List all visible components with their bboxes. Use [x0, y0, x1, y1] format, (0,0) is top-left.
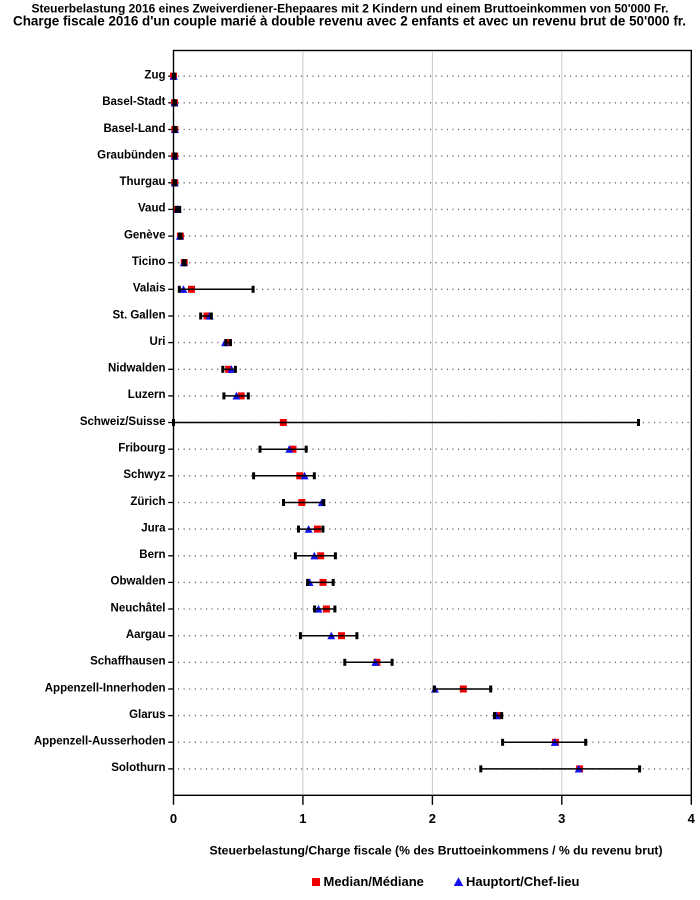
svg-text:Solothurn: Solothurn: [111, 762, 165, 774]
svg-text:3: 3: [558, 811, 565, 826]
svg-text:1: 1: [299, 811, 306, 826]
svg-text:0: 0: [170, 811, 177, 826]
svg-text:Jura: Jura: [141, 522, 166, 534]
svg-text:Basel-Stadt: Basel-Stadt: [102, 96, 165, 108]
svg-text:Luzern: Luzern: [128, 389, 166, 401]
svg-text:2: 2: [429, 811, 436, 826]
svg-text:Hauptort/Chef-lieu: Hauptort/Chef-lieu: [466, 874, 579, 889]
svg-text:Bern: Bern: [139, 549, 165, 561]
svg-text:Basel-Land: Basel-Land: [104, 123, 166, 135]
svg-text:Glarus: Glarus: [129, 709, 165, 721]
svg-text:Schweiz/Suisse: Schweiz/Suisse: [80, 416, 166, 428]
svg-text:Genève: Genève: [124, 229, 166, 241]
svg-text:Aargau: Aargau: [126, 629, 166, 641]
svg-text:Steuerbelastung/Charge fiscale: Steuerbelastung/Charge fiscale (% des Br…: [210, 844, 663, 858]
svg-text:Ticino: Ticino: [132, 256, 166, 268]
svg-text:Valais: Valais: [133, 283, 166, 295]
svg-text:Fribourg: Fribourg: [118, 443, 165, 455]
svg-text:Steuerbelastung 2016 eines Zwe: Steuerbelastung 2016 eines Zweiverdiener…: [32, 2, 669, 16]
svg-text:Charge fiscale 2016 d'un coupl: Charge fiscale 2016 d'un couple marié à …: [13, 14, 686, 29]
svg-text:Zug: Zug: [144, 70, 165, 82]
svg-text:Thurgau: Thurgau: [120, 176, 166, 188]
svg-text:Uri: Uri: [150, 336, 166, 348]
svg-text:Schaffhausen: Schaffhausen: [90, 656, 165, 668]
svg-text:St. Gallen: St. Gallen: [112, 309, 165, 321]
svg-text:Appenzell-Innerhoden: Appenzell-Innerhoden: [45, 682, 166, 694]
svg-text:Appenzell-Ausserhoden: Appenzell-Ausserhoden: [34, 736, 166, 748]
svg-text:Neuchâtel: Neuchâtel: [111, 602, 166, 614]
svg-text:Vaud: Vaud: [138, 203, 165, 215]
svg-text:4: 4: [688, 811, 696, 826]
svg-text:Obwalden: Obwalden: [111, 576, 166, 588]
svg-text:Schwyz: Schwyz: [123, 469, 165, 481]
svg-text:Nidwalden: Nidwalden: [108, 363, 166, 375]
svg-text:Median/Médiane: Median/Médiane: [324, 874, 424, 889]
svg-text:Zürich: Zürich: [130, 496, 165, 508]
svg-text:Graubünden: Graubünden: [97, 149, 165, 161]
